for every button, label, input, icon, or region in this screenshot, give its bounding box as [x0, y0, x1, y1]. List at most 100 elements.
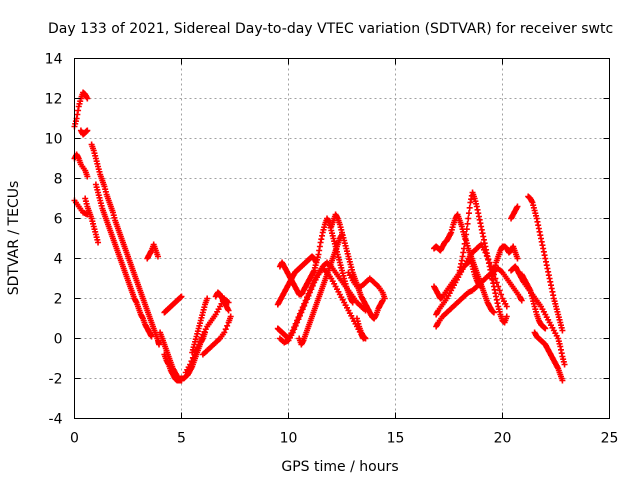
data-point [308, 286, 315, 293]
series-pass-M [189, 295, 211, 356]
x-tick-label: 5 [177, 431, 186, 447]
data-point [339, 231, 345, 238]
y-axis-label: SDTVAR / TECUs [6, 181, 22, 296]
data-point [187, 361, 194, 368]
data-point [301, 302, 308, 309]
series-pass-O [212, 289, 232, 314]
data-point [224, 322, 231, 329]
data-point [503, 313, 510, 320]
data-point [198, 334, 205, 341]
x-tick-label: 25 [601, 431, 619, 447]
data-point [561, 361, 568, 368]
data-point [189, 354, 196, 361]
data-point [313, 259, 320, 266]
y-tick-label: 12 [45, 92, 63, 108]
data-point [291, 326, 298, 333]
x-tick-label: 15 [387, 431, 405, 447]
data-point [302, 299, 309, 306]
series-pass-AE [525, 193, 566, 334]
y-tick-label: 14 [45, 52, 63, 68]
data-point [295, 316, 302, 323]
data-point [84, 173, 91, 180]
series-pass-U [296, 231, 345, 348]
data-point [298, 309, 305, 316]
data-point [227, 313, 234, 320]
series-pass-AD [508, 203, 521, 222]
series-pass-D [77, 127, 91, 138]
data-point [466, 204, 473, 211]
data-point [204, 295, 211, 302]
series-pass-AB [456, 189, 510, 326]
y-tick-label: -2 [49, 372, 63, 388]
y-tick-label: 4 [54, 252, 63, 268]
data-points [71, 89, 568, 384]
data-point [289, 329, 296, 336]
series-pass-K [161, 293, 185, 316]
data-point [306, 289, 313, 296]
series-pass-AG [531, 329, 566, 384]
series-pass-E [88, 141, 163, 348]
data-point [464, 220, 471, 227]
data-point [294, 319, 301, 326]
data-point [156, 341, 163, 348]
data-point [178, 293, 185, 300]
x-tick-label: 0 [70, 431, 79, 447]
x-axis: 0 5 10 15 20 25 [70, 58, 619, 447]
series-pass-J [161, 351, 185, 384]
data-point [148, 333, 155, 340]
y-tick-label: 10 [45, 132, 63, 148]
data-point [362, 335, 369, 342]
data-point [188, 358, 195, 365]
series-pass-G [82, 195, 102, 246]
data-point [381, 295, 388, 302]
data-point [463, 231, 470, 238]
series-pass-AA [433, 265, 525, 330]
series-pass-F [92, 181, 155, 340]
plot-frame [74, 58, 610, 419]
x-tick-label: 20 [494, 431, 512, 447]
x-tick-label: 10 [280, 431, 298, 447]
data-point [503, 303, 510, 310]
data-point [465, 210, 472, 217]
x-axis-label: GPS time / hours [281, 459, 398, 475]
data-point [490, 309, 497, 316]
data-point [222, 326, 229, 333]
y-tick-label: -4 [49, 412, 63, 428]
data-point [292, 322, 299, 329]
y-tick-label: 0 [54, 332, 63, 348]
y-axis: -4 -2 0 2 4 6 8 10 12 14 [45, 52, 610, 428]
series-pass-Q [274, 253, 320, 308]
data-point [84, 95, 91, 102]
data-point [518, 297, 525, 304]
data-point [463, 226, 470, 233]
data-point [465, 215, 472, 222]
y-tick-label: 2 [54, 292, 63, 308]
y-tick-label: 8 [54, 172, 63, 188]
y-tick-label: 6 [54, 212, 63, 228]
data-point [514, 203, 521, 210]
series-pass-AH [518, 271, 549, 332]
data-point [559, 377, 566, 384]
data-point [84, 127, 91, 134]
chart-title: Day 133 of 2021, Sidereal Day-to-day VTE… [48, 21, 613, 37]
data-point [299, 306, 306, 313]
data-point [221, 329, 228, 336]
data-point [95, 239, 102, 246]
data-point [225, 307, 232, 314]
series-pass-N [199, 313, 234, 358]
data-point [309, 282, 316, 289]
data-point [559, 327, 566, 334]
data-point [305, 292, 312, 299]
data-point [514, 255, 521, 262]
series-pass-V [345, 269, 388, 302]
series-pass-B [71, 151, 91, 180]
series-pass-AC [488, 243, 521, 282]
series-pass-W [353, 315, 369, 342]
series-pass-A [71, 89, 91, 130]
data-point [542, 325, 549, 332]
data-point [296, 312, 303, 319]
series-pass-H [144, 241, 161, 262]
data-point [154, 253, 161, 260]
series-pass-Z [433, 241, 510, 318]
